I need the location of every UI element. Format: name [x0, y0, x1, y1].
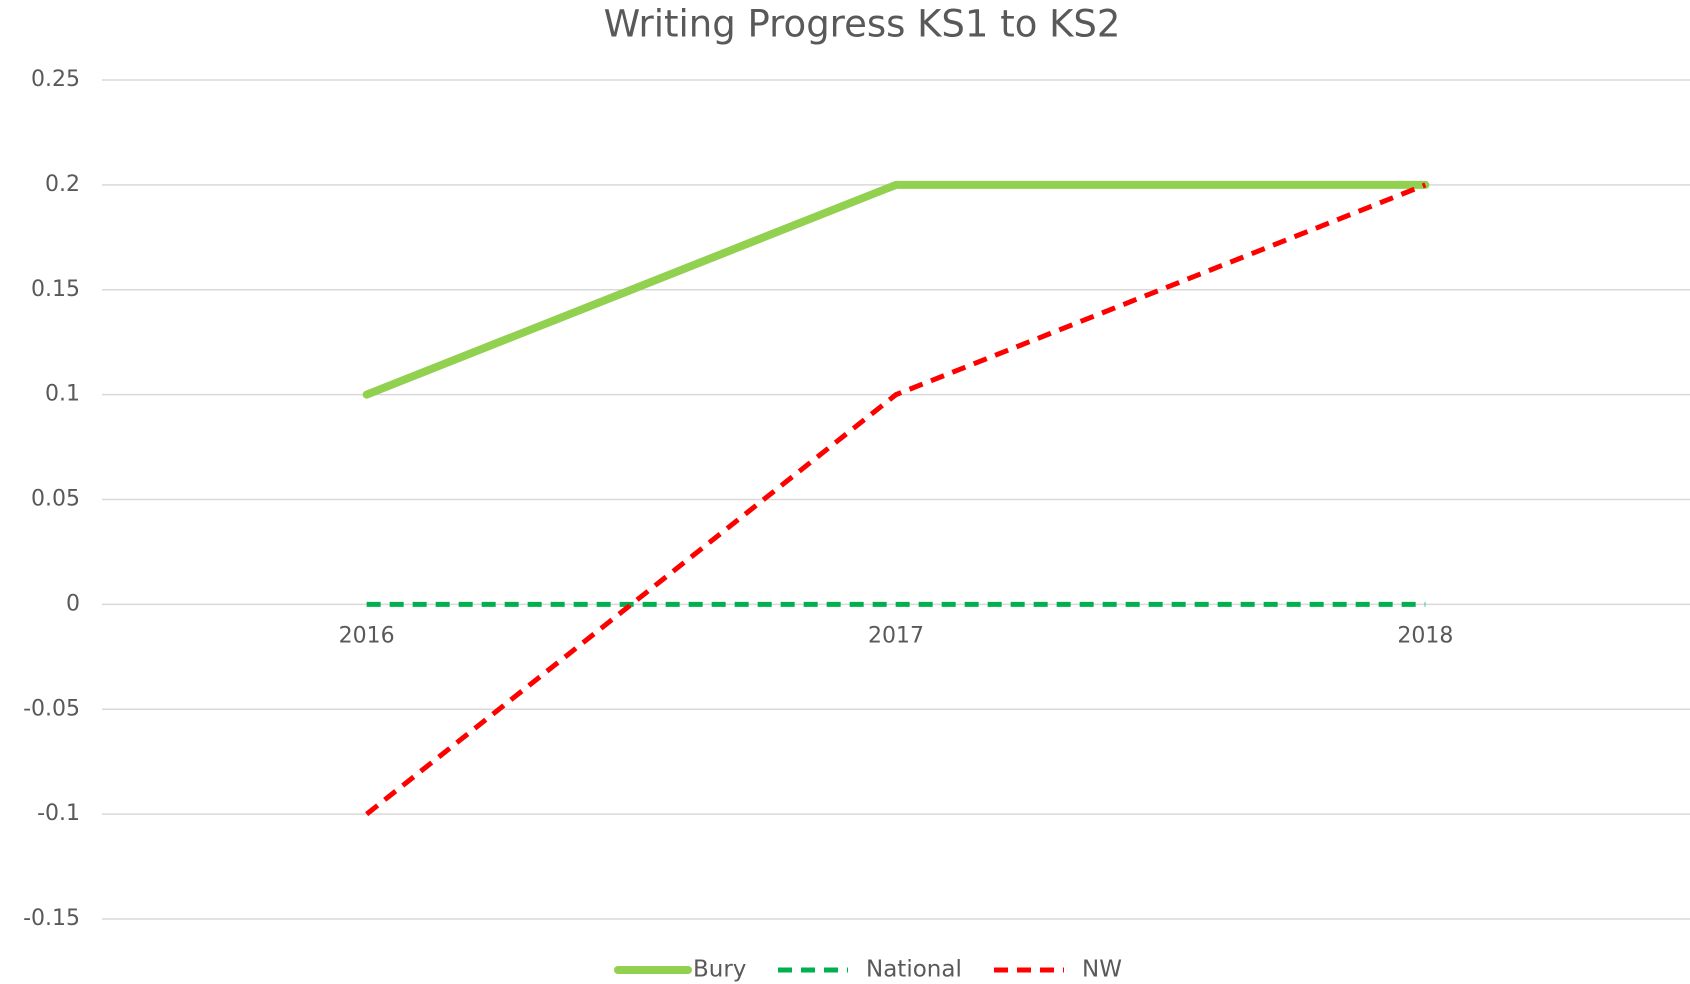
x-tick-label: 2018: [1397, 623, 1453, 648]
y-tick-label: -0.15: [23, 906, 80, 931]
y-tick-label: -0.05: [23, 696, 80, 721]
y-tick-label: 0.25: [31, 67, 80, 92]
y-tick-label: 0: [66, 591, 80, 616]
legend-label: Bury: [693, 957, 746, 983]
x-tick-label: 2016: [339, 623, 395, 648]
y-tick-label: 0.2: [45, 172, 80, 197]
y-tick-label: 0.1: [45, 382, 80, 407]
chart-title: Writing Progress KS1 to KS2: [604, 3, 1121, 46]
legend-label: NW: [1082, 957, 1122, 983]
legend-label: National: [866, 957, 962, 983]
y-tick-label: -0.1: [37, 801, 80, 826]
series-line: [362, 180, 1430, 399]
y-tick-label: 0.15: [31, 277, 80, 302]
y-tick-label: 0.05: [31, 487, 80, 512]
series-line: [365, 182, 1427, 817]
x-tick-label: 2017: [868, 623, 924, 648]
